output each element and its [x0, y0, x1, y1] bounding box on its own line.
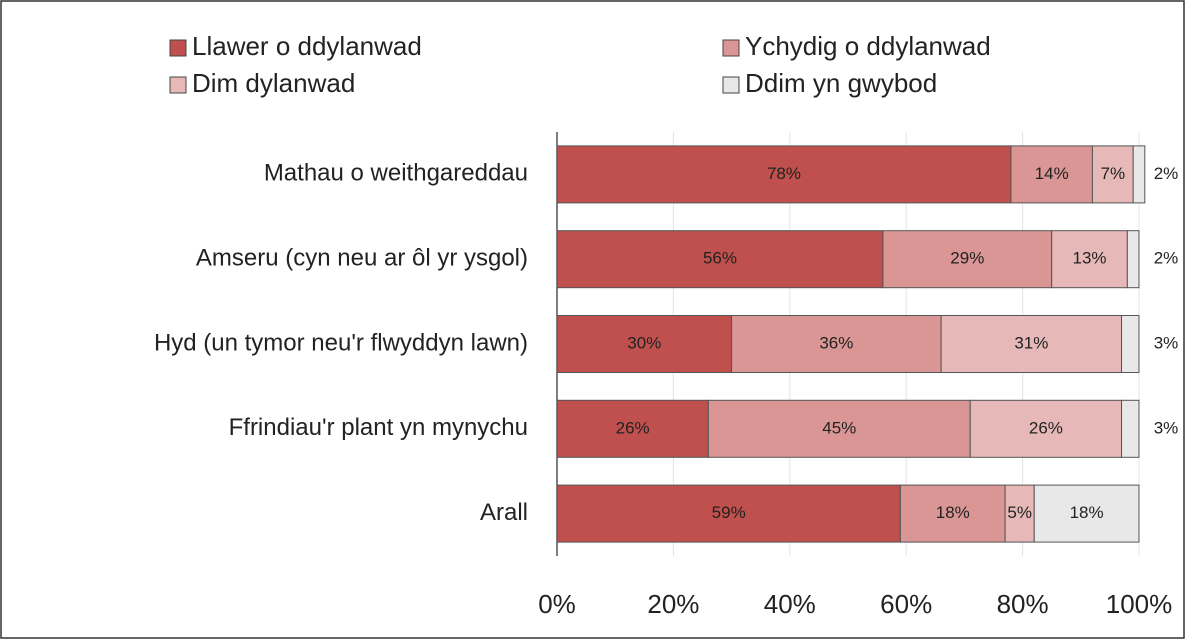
y-tick-label: Ffrindiau'r plant yn mynychu: [229, 414, 528, 441]
y-tick-label: Hyd (un tymor neu'r flwyddyn lawn): [154, 329, 528, 356]
bar-segment: [969, 399, 1123, 458]
value-label: 5%: [1007, 503, 1032, 522]
bar-segment: [1033, 484, 1140, 543]
legend-label: Ddim yn gwybod: [745, 68, 937, 98]
value-label: 56%: [703, 249, 737, 268]
y-tick-label: Arall: [480, 499, 528, 526]
value-label: 3%: [1154, 418, 1179, 437]
bar-segment: [1004, 484, 1035, 543]
bar-segment: [731, 315, 942, 373]
value-label: 45%: [822, 418, 856, 437]
value-label: 2%: [1154, 249, 1179, 268]
x-tick-label: 0%: [538, 589, 576, 619]
value-label: 2%: [1154, 164, 1179, 183]
bar-segment: [556, 484, 901, 543]
value-label: 3%: [1154, 333, 1179, 352]
value-label: 14%: [1035, 164, 1069, 183]
bar-segment: [707, 399, 971, 458]
value-label: 59%: [712, 503, 746, 522]
value-label: 26%: [1029, 418, 1063, 437]
bar-segment: [1126, 230, 1140, 289]
bar-segment: [1010, 145, 1093, 204]
value-label: 29%: [950, 249, 984, 268]
bar-segment: [556, 230, 884, 289]
bar-segment: [556, 145, 1012, 204]
legend-label: Llawer o ddylanwad: [192, 31, 422, 61]
value-label: 30%: [627, 333, 661, 352]
value-label: 7%: [1101, 164, 1126, 183]
legend-swatch: [169, 76, 187, 94]
x-tick-label: 60%: [880, 589, 932, 619]
bar-segment: [1121, 399, 1140, 458]
value-label: 13%: [1073, 249, 1107, 268]
x-tick-label: 100%: [1106, 589, 1173, 619]
legend-label: Ychydig o ddylanwad: [745, 31, 991, 61]
x-tick-label: 20%: [647, 589, 699, 619]
value-label: 18%: [936, 503, 970, 522]
legend-swatch: [169, 39, 187, 57]
value-label: 26%: [616, 418, 650, 437]
value-label: 31%: [1014, 333, 1048, 352]
value-label: 78%: [767, 164, 801, 183]
bar-segment: [1091, 145, 1134, 204]
bar-segment: [1132, 145, 1146, 204]
bar-segment: [1121, 315, 1140, 373]
bar-segment: [882, 230, 1053, 289]
legend-swatch: [722, 76, 740, 94]
bar-segment: [899, 484, 1006, 543]
y-tick-label: Mathau o weithgareddau: [264, 160, 528, 187]
legend-swatch: [722, 39, 740, 57]
x-tick-label: 80%: [997, 589, 1049, 619]
x-tick-label: 40%: [764, 589, 816, 619]
value-label: 18%: [1070, 503, 1104, 522]
y-tick-label: Amseru (cyn neu ar ôl yr ysgol): [196, 245, 528, 272]
legend-label: Dim dylanwad: [192, 68, 355, 98]
value-label: 36%: [819, 333, 853, 352]
bar-segment: [556, 399, 709, 458]
